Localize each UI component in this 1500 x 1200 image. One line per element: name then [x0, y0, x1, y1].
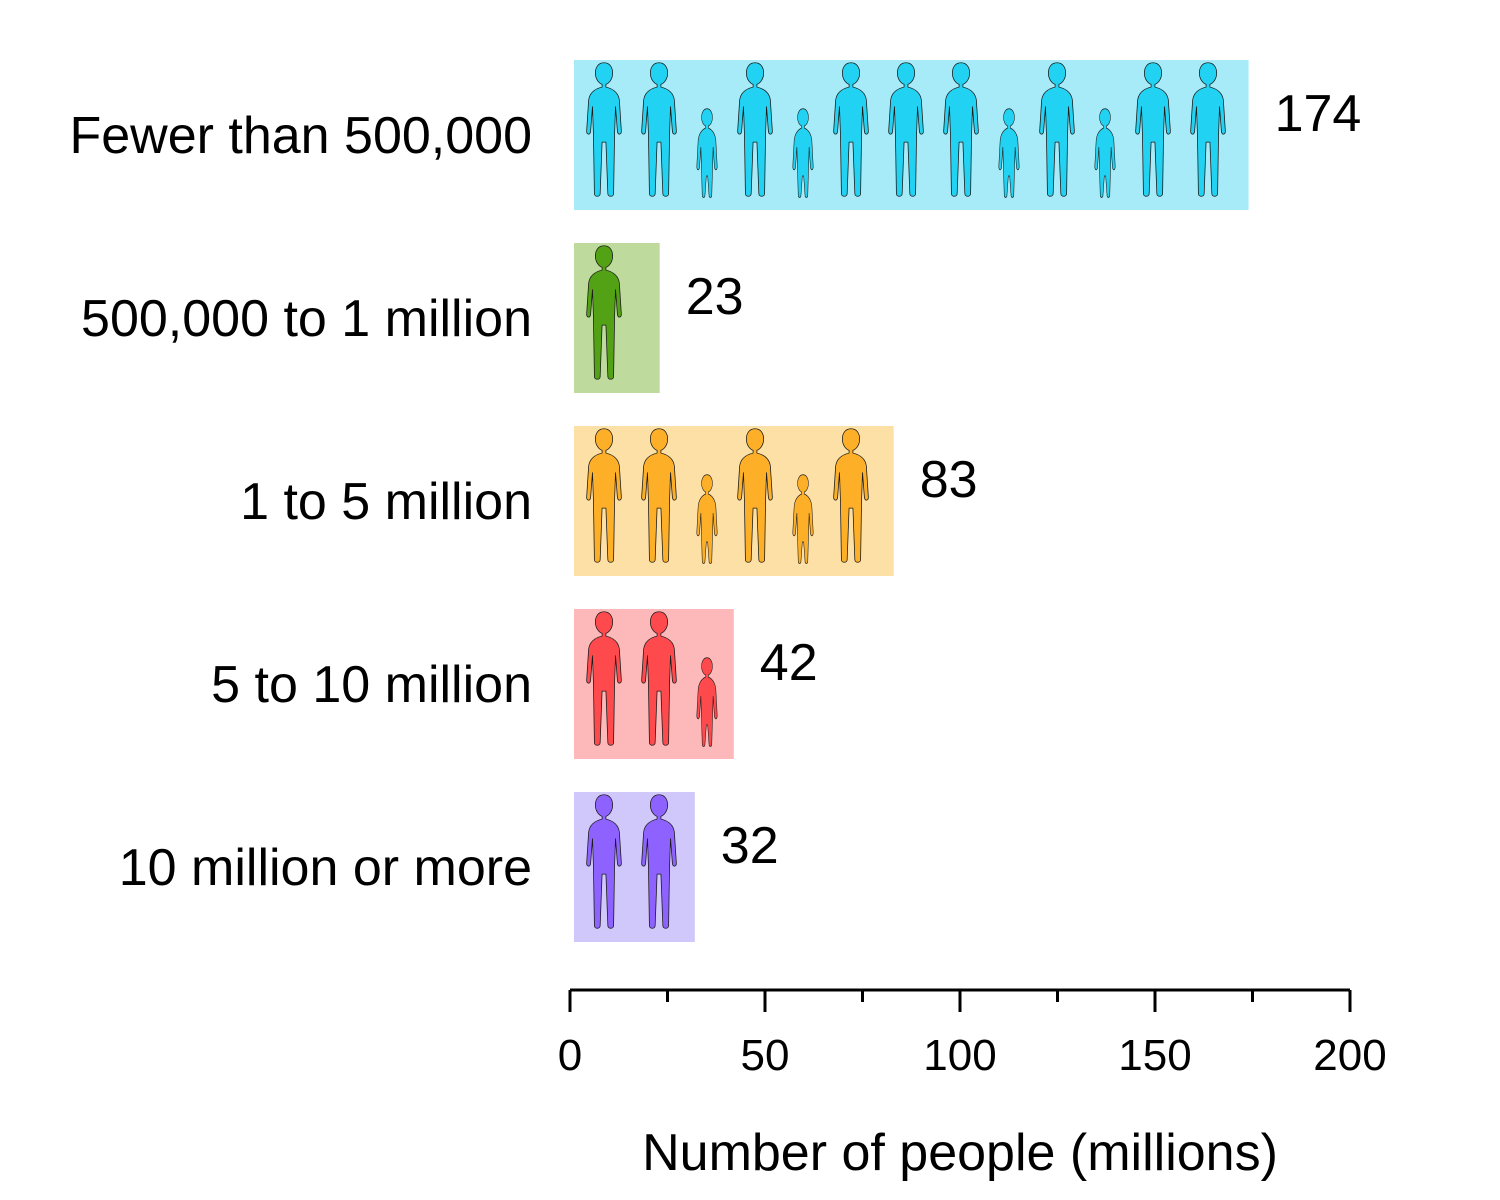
value-label: 83: [920, 451, 978, 509]
person-silhouette-icon: [792, 474, 814, 564]
person-silhouette-icon: [586, 794, 622, 929]
person-silhouette-icon: [1039, 62, 1075, 197]
person-silhouette-icon: [696, 108, 718, 198]
person-silhouette-icon: [641, 62, 677, 197]
bar-group: [574, 60, 1249, 210]
value-label: 174: [1275, 85, 1362, 143]
person-silhouette-icon: [641, 611, 677, 746]
category-label: 500,000 to 1 million: [81, 290, 532, 348]
value-label: 23: [686, 268, 744, 326]
bar-group: [574, 426, 894, 576]
person-silhouette-icon: [586, 611, 622, 746]
person-silhouette-icon: [888, 62, 924, 197]
person-silhouette-icon: [833, 428, 869, 563]
person-silhouette-icons: [586, 611, 718, 747]
value-label: 32: [721, 817, 779, 875]
bar: [574, 792, 695, 942]
person-silhouette-icon: [792, 108, 814, 198]
category-label: 5 to 10 million: [211, 656, 532, 714]
person-silhouette-icon: [641, 794, 677, 929]
value-label: 42: [760, 634, 818, 692]
person-silhouette-icon: [1094, 108, 1116, 198]
x-tick-label: 150: [1118, 1031, 1191, 1080]
person-silhouette-icon: [696, 657, 718, 747]
bar-group: [574, 609, 734, 759]
x-axis-title: Number of people (millions): [642, 1124, 1278, 1182]
category-label: 10 million or more: [119, 839, 532, 897]
bars-layer: [574, 60, 1249, 942]
category-labels: Fewer than 500,000 500,000 to 1 million 1 …: [69, 107, 532, 897]
person-silhouette-icon: [998, 108, 1020, 198]
person-silhouette-icon: [641, 428, 677, 563]
category-label: 1 to 5 million: [240, 473, 532, 531]
person-silhouette-icon: [1190, 62, 1226, 197]
person-silhouette-icon: [943, 62, 979, 197]
category-label: Fewer than 500,000: [69, 107, 532, 165]
bar-group: [574, 243, 660, 393]
person-silhouette-icons: [586, 428, 869, 564]
person-silhouette-icon: [586, 245, 622, 380]
x-tick-label: 0: [558, 1031, 582, 1080]
bar: [574, 243, 660, 393]
person-silhouette-icons: [586, 794, 677, 929]
person-silhouette-icon: [586, 428, 622, 563]
person-silhouette-icon: [833, 62, 869, 197]
person-silhouette-icon: [586, 62, 622, 197]
value-labels: 174 23 83 42 32: [686, 85, 1362, 875]
x-tick-label: 100: [923, 1031, 996, 1080]
person-silhouette-icons: [586, 62, 1226, 198]
x-axis: 0 50 100 150 200: [558, 988, 1387, 1080]
x-tick-label: 200: [1313, 1031, 1386, 1080]
bar-group: [574, 792, 695, 942]
x-tick-label: 50: [741, 1031, 790, 1080]
person-silhouette-icons: [586, 245, 622, 380]
person-silhouette-icon: [737, 428, 773, 563]
person-silhouette-icon: [737, 62, 773, 197]
person-silhouette-icon: [1135, 62, 1171, 197]
person-silhouette-icon: [696, 474, 718, 564]
